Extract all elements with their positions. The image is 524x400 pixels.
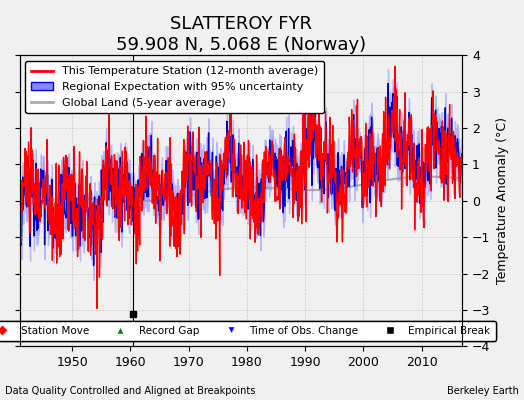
Title: SLATTEROY FYR
59.908 N, 5.068 E (Norway): SLATTEROY FYR 59.908 N, 5.068 E (Norway) — [116, 15, 366, 54]
Legend: Station Move, Record Gap, Time of Obs. Change, Empirical Break: Station Move, Record Gap, Time of Obs. C… — [0, 321, 496, 341]
Text: Berkeley Earth: Berkeley Earth — [447, 386, 519, 396]
Y-axis label: Temperature Anomaly (°C): Temperature Anomaly (°C) — [496, 117, 509, 284]
Text: Data Quality Controlled and Aligned at Breakpoints: Data Quality Controlled and Aligned at B… — [5, 386, 256, 396]
